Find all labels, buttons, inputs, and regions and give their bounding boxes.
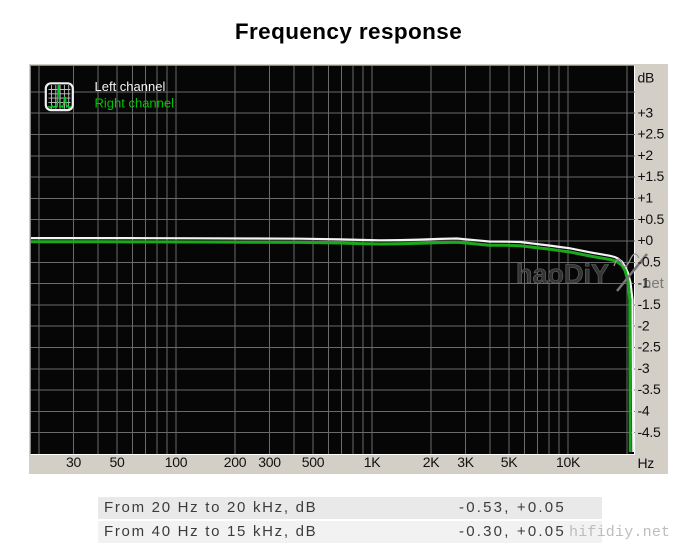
svg-text:2K: 2K <box>423 454 440 470</box>
svg-text:30: 30 <box>66 454 81 470</box>
svg-text:-2: -2 <box>638 317 650 333</box>
svg-text:-3: -3 <box>638 360 650 376</box>
svg-text:-2.5: -2.5 <box>638 339 661 355</box>
svg-text:haoDiY: haoDiY <box>516 259 609 289</box>
svg-text:-1.5: -1.5 <box>638 296 661 312</box>
svg-text:+0: +0 <box>638 232 654 248</box>
svg-text:+1.5: +1.5 <box>638 168 665 184</box>
svg-text:-3.5: -3.5 <box>638 381 661 397</box>
svg-text:dB: dB <box>638 70 655 86</box>
svg-text:500: 500 <box>302 454 325 470</box>
svg-text:Hz: Hz <box>638 455 655 471</box>
svg-text:+3: +3 <box>638 104 654 120</box>
svg-text:-4: -4 <box>638 403 650 419</box>
svg-text:Right channel: Right channel <box>95 96 175 111</box>
svg-text:100: 100 <box>165 454 188 470</box>
svg-text:5K: 5K <box>501 454 518 470</box>
svg-text:+0.5: +0.5 <box>638 211 665 227</box>
svg-text:-0.5: -0.5 <box>638 253 661 269</box>
svg-text:net: net <box>643 275 665 292</box>
svg-text:Left channel: Left channel <box>95 79 166 94</box>
svg-text:10K: 10K <box>556 454 581 470</box>
svg-text:+2: +2 <box>638 147 654 163</box>
svg-text:50: 50 <box>110 454 125 470</box>
svg-text:+1: +1 <box>638 190 654 206</box>
svg-text:+2.5: +2.5 <box>638 126 665 142</box>
svg-text:3K: 3K <box>457 454 474 470</box>
svg-text:300: 300 <box>258 454 281 470</box>
svg-text:-1: -1 <box>638 275 650 291</box>
svg-text:200: 200 <box>224 454 247 470</box>
svg-text:-4.5: -4.5 <box>638 424 661 440</box>
svg-text:1K: 1K <box>364 454 381 470</box>
